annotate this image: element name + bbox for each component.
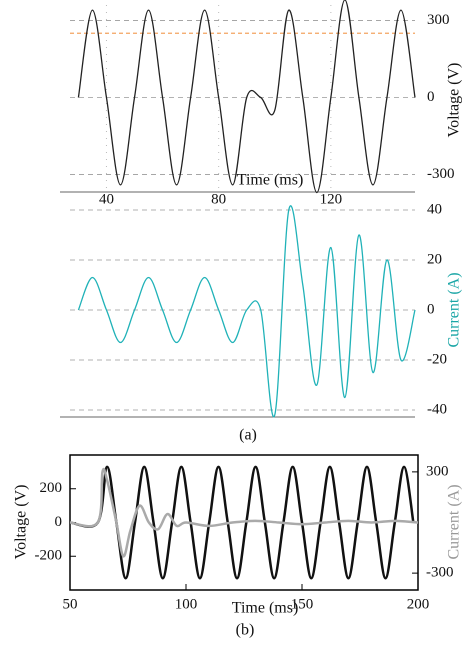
y2-tick-label: -300 bbox=[426, 565, 454, 581]
series-line bbox=[69, 467, 419, 558]
y-tick-label: -200 bbox=[35, 548, 63, 564]
series-line bbox=[77, 205, 416, 418]
y-tick-label: 300 bbox=[427, 12, 450, 28]
series-line bbox=[69, 465, 415, 580]
y-tick-label: -20 bbox=[427, 351, 447, 367]
y-tick-label: 0 bbox=[55, 514, 63, 530]
caption: (a) bbox=[239, 427, 257, 444]
x-axis-title: Time (ms) bbox=[232, 600, 299, 617]
y-axis-title: Voltage (V) bbox=[446, 63, 463, 138]
y-tick-label: 40 bbox=[427, 201, 442, 217]
y-tick-label: -40 bbox=[427, 401, 447, 417]
series-line bbox=[77, 0, 416, 194]
y2-axis-title: Current (A) bbox=[446, 484, 463, 559]
y2-tick-label: 300 bbox=[426, 463, 449, 479]
x-tick-label: 50 bbox=[63, 596, 78, 612]
x-tick-label: 80 bbox=[211, 191, 226, 207]
x-tick-label: 40 bbox=[99, 191, 114, 207]
y-axis-title: Voltage (V) bbox=[13, 485, 30, 560]
y-tick-label: 0 bbox=[427, 89, 435, 105]
x-tick-label: 150 bbox=[291, 596, 314, 612]
x-tick-label: 200 bbox=[407, 596, 430, 612]
x-axis-title: Time (ms) bbox=[237, 172, 304, 189]
x-tick-label: 120 bbox=[320, 191, 343, 207]
y-axis-title: Current (A) bbox=[446, 272, 463, 347]
y-tick-label: 200 bbox=[40, 480, 63, 496]
y-tick-label: -300 bbox=[427, 166, 455, 182]
caption: (b) bbox=[236, 622, 255, 639]
y-tick-label: 0 bbox=[427, 301, 435, 317]
x-tick-label: 100 bbox=[175, 596, 198, 612]
y-tick-label: 20 bbox=[427, 251, 442, 267]
